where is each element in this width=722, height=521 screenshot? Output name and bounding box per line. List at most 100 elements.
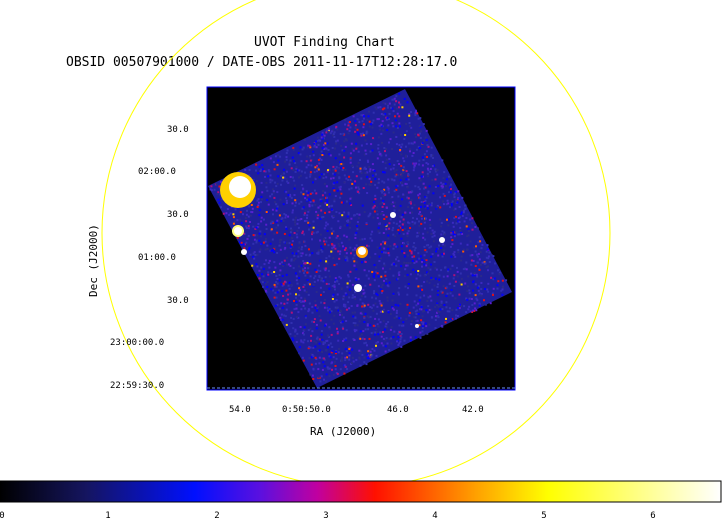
noise-pixel (358, 213, 361, 216)
noise-pixel (308, 156, 311, 159)
noise-pixel (287, 215, 290, 218)
noise-pixel (368, 183, 371, 186)
noise-pixel (460, 304, 463, 307)
noise-pixel (410, 252, 413, 255)
noise-pixel (436, 286, 439, 288)
noise-pixel (400, 226, 402, 229)
noise-pixel (442, 192, 445, 195)
noise-pixel (423, 281, 426, 283)
noise-pixel (286, 298, 289, 301)
noise-pixel (477, 293, 480, 296)
noise-pixel (406, 101, 409, 104)
noise-pixel (298, 277, 301, 279)
noise-pixel (287, 284, 290, 287)
noise-pixel (398, 163, 401, 165)
noise-pixel (426, 144, 429, 147)
noise-pixel (376, 341, 379, 344)
noise-pixel (434, 306, 437, 308)
noise-pixel (254, 254, 257, 256)
noise-pixel (436, 293, 439, 296)
noise-pixel (343, 255, 346, 258)
noise-pixel (292, 147, 295, 150)
noise-pixel (465, 311, 468, 314)
noise-pixel (312, 181, 314, 184)
noise-pixel (363, 338, 366, 341)
noise-pixel (501, 285, 504, 288)
noise-pixel (260, 235, 263, 238)
noise-pixel (387, 191, 390, 194)
noise-pixel (316, 136, 319, 139)
noise-pixel (417, 117, 420, 120)
noise-pixel (320, 216, 323, 219)
noise-pixel (261, 164, 264, 167)
noise-pixel (410, 202, 412, 205)
noise-pixel (344, 292, 347, 295)
noise-pixel (450, 255, 453, 258)
noise-pixel (426, 262, 429, 265)
noise-pixel (388, 227, 391, 230)
noise-pixel (280, 313, 283, 316)
noise-pixel (234, 208, 237, 211)
noise-pixel (414, 310, 417, 313)
noise-pixel (342, 201, 345, 204)
noise-pixel (285, 242, 288, 245)
noise-pixel (370, 143, 373, 146)
noise-pixel (414, 185, 417, 188)
noise-pixel (302, 341, 305, 344)
noise-pixel (360, 312, 363, 315)
noise-pixel (362, 288, 365, 291)
noise-pixel (334, 368, 337, 371)
noise-pixel (361, 353, 364, 356)
noise-pixel (283, 302, 286, 305)
noise-pixel (394, 175, 397, 178)
noise-pixel (439, 308, 442, 311)
noise-pixel (412, 152, 415, 154)
noise-pixel (501, 293, 504, 296)
noise-pixel (399, 302, 402, 305)
noise-pixel (319, 153, 322, 156)
noise-pixel (317, 214, 320, 217)
noise-pixel (479, 240, 482, 243)
noise-pixel (491, 292, 494, 295)
noise-pixel (397, 272, 400, 275)
noise-pixel (332, 215, 335, 217)
noise-pixel (475, 297, 478, 300)
noise-pixel (219, 181, 222, 183)
noise-pixel (264, 289, 267, 292)
noise-pixel (345, 252, 348, 255)
noise-pixel (303, 328, 306, 331)
noise-pixel (247, 225, 250, 227)
noise-pixel (362, 292, 365, 295)
noise-pixel (319, 157, 321, 160)
noise-pixel (276, 231, 279, 234)
noise-pixel (412, 223, 415, 226)
noise-pixel (454, 280, 457, 283)
noise-pixel (289, 195, 292, 198)
noise-pixel (352, 249, 354, 252)
noise-pixel (284, 315, 287, 318)
noise-pixel (415, 162, 418, 165)
noise-pixel (272, 213, 274, 216)
noise-pixel (335, 263, 338, 266)
noise-pixel (459, 272, 462, 275)
noise-pixel (316, 230, 319, 233)
noise-pixel (258, 239, 261, 242)
noise-pixel (326, 170, 329, 173)
noise-pixel (267, 273, 270, 276)
noise-pixel (232, 213, 235, 216)
noise-pixel (388, 102, 391, 105)
noise-pixel (397, 229, 400, 231)
noise-pixel (436, 310, 439, 313)
noise-pixel (326, 196, 328, 199)
noise-pixel (213, 188, 216, 191)
noise-pixel (487, 255, 490, 258)
noise-pixel (440, 221, 443, 224)
noise-pixel (451, 243, 454, 246)
noise-pixel (332, 168, 335, 171)
noise-pixel (423, 187, 426, 190)
noise-pixel (304, 307, 307, 310)
noise-pixel (343, 149, 346, 152)
noise-pixel (386, 106, 389, 109)
noise-pixel (368, 214, 371, 217)
noise-pixel (419, 296, 422, 299)
